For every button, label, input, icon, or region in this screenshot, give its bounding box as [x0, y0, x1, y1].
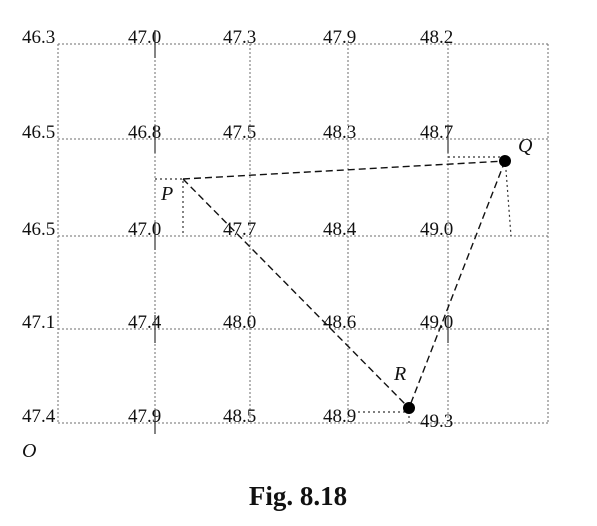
- point-q-marker: [499, 155, 511, 167]
- grid-value-r5c4: 48.9: [323, 406, 356, 427]
- segment-qr: [408, 160, 506, 409]
- grid-value-r2c3: 47.5: [223, 122, 256, 143]
- grid-value-r2c1: 46.5: [22, 122, 55, 143]
- grid-value-r5c1: 47.4: [22, 406, 56, 427]
- grid-value-r1c5: 48.2: [420, 27, 453, 48]
- grid-ticks: [154, 30, 449, 434]
- grid-value-r2c5: 48.7: [420, 122, 453, 143]
- grid-value-r5c3: 48.5: [223, 406, 256, 427]
- grid-value-r2c4: 48.3: [323, 122, 356, 143]
- projection-guides: [155, 156, 512, 423]
- grid-value-r4c3: 48.0: [223, 312, 256, 333]
- grid-value-r2c2: 46.8: [128, 122, 161, 143]
- origin-label: O: [22, 440, 36, 462]
- r-guide-lines: [358, 411, 410, 423]
- grid-value-r5c2: 47.9: [128, 406, 161, 427]
- grid-value-r3c4: 48.4: [323, 219, 357, 240]
- grid-value-r3c3: 47.7: [223, 219, 256, 240]
- grid-value-r5c5: 49.3: [420, 411, 453, 432]
- grid-value-r3c1: 46.5: [22, 219, 55, 240]
- q-guide-lines: [448, 156, 512, 237]
- grid-value-r1c2: 47.0: [128, 27, 161, 48]
- grid-value-r4c1: 47.1: [22, 312, 55, 333]
- grid-value-r1c3: 47.3: [223, 27, 256, 48]
- point-r-label: R: [393, 363, 406, 385]
- segment-pq: [182, 160, 506, 180]
- grid-value-r4c2: 47.4: [128, 312, 162, 333]
- grid-value-r3c2: 47.0: [128, 219, 161, 240]
- grid-value-r3c5: 49.0: [420, 219, 453, 240]
- grid-value-r1c1: 46.3: [22, 27, 55, 48]
- grid-value-r1c4: 47.9: [323, 27, 356, 48]
- point-r-marker: [403, 402, 415, 414]
- p-guide-lines: [155, 178, 184, 236]
- figure-caption: Fig. 8.18: [249, 481, 347, 511]
- grid-values: 46.3 47.0 47.3 47.9 48.2 46.5 46.8 47.5 …: [22, 27, 453, 432]
- segment-pr: [182, 178, 410, 409]
- grid-value-r4c4: 48.6: [323, 312, 356, 333]
- triangle-pqr: [182, 160, 506, 409]
- point-q-label: Q: [518, 135, 533, 157]
- point-p-label: P: [160, 183, 173, 205]
